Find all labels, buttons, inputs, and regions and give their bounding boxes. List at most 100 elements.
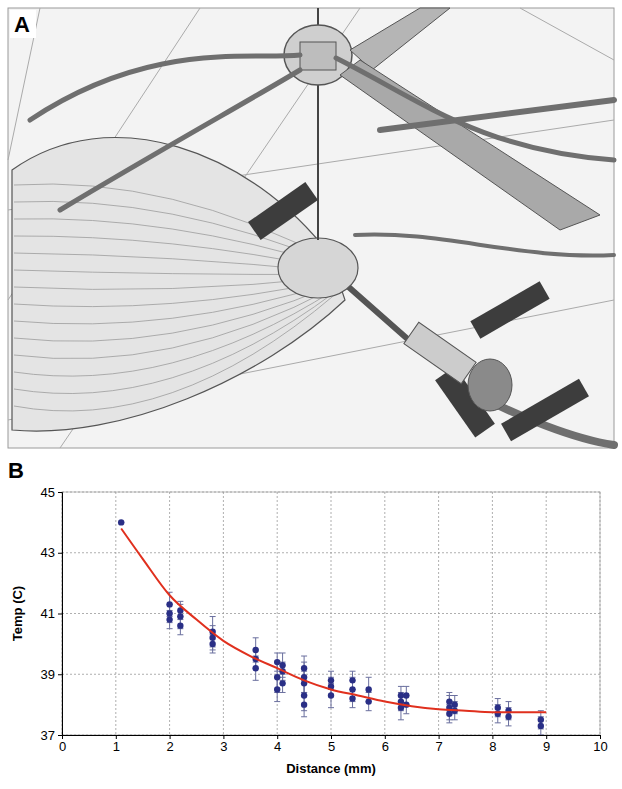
plot-area: [118, 519, 546, 735]
error-cap: [177, 601, 183, 602]
holder-block: [300, 42, 336, 70]
data-point: [274, 674, 280, 680]
data-point: [446, 711, 452, 717]
table-line: [520, 8, 614, 60]
error-cap: [210, 616, 216, 617]
tape: [470, 281, 549, 338]
error-cap: [452, 695, 458, 696]
panel-b: B0123456789103739414345Distance (mm)Temp…: [8, 458, 608, 776]
grid-line: [62, 492, 600, 493]
holder-arm: [350, 8, 450, 70]
data-point: [328, 692, 334, 698]
tick: 39: [41, 667, 62, 682]
error-cap: [403, 686, 409, 687]
error-cap: [538, 710, 544, 711]
tick-mark: [58, 492, 62, 493]
tick-label: 1: [113, 739, 120, 754]
error-cap: [446, 695, 452, 696]
tick-label: 41: [41, 606, 55, 621]
tick-label: 45: [41, 485, 55, 500]
data-point: [274, 686, 280, 692]
grid-line: [277, 492, 278, 735]
error-cap: [301, 662, 307, 663]
tick: 2: [166, 735, 173, 754]
data-point: [538, 723, 544, 729]
error-cap: [328, 707, 334, 708]
error-cap: [177, 634, 183, 635]
data-point: [349, 686, 355, 692]
tick-mark: [58, 674, 62, 675]
tape: [248, 182, 318, 240]
data-point: [403, 692, 409, 698]
tick: 10: [593, 735, 607, 754]
tick-label: 37: [41, 728, 55, 743]
error-cap: [210, 652, 216, 653]
data-point: [252, 665, 258, 671]
label-patch: [10, 10, 36, 38]
tick: 4: [274, 735, 281, 754]
grid-line: [384, 492, 385, 735]
tick-label: 43: [41, 545, 55, 560]
error-cap: [366, 677, 372, 678]
error-cap: [495, 722, 501, 723]
data-point: [365, 686, 371, 692]
error-cap: [274, 652, 280, 653]
data-point: [252, 647, 258, 653]
holder-arm: [340, 60, 600, 230]
panel-a-ground: [8, 8, 614, 448]
tick-label: 9: [543, 739, 550, 754]
error-cap: [506, 701, 512, 702]
error-cap: [328, 671, 334, 672]
error-cap: [506, 725, 512, 726]
panel-label: A: [14, 12, 30, 37]
axis-line: [58, 493, 63, 736]
error-cap: [398, 686, 404, 687]
data-point: [452, 701, 458, 707]
error-cap: [280, 652, 286, 653]
error-cap: [301, 656, 307, 657]
muscle-fibre: [14, 292, 335, 394]
error-cap: [366, 710, 372, 711]
tick-label: 2: [166, 739, 173, 754]
tick: 5: [328, 735, 335, 754]
data-point: [166, 616, 172, 622]
table-line: [8, 8, 40, 160]
data-point: [279, 662, 285, 668]
error-cap: [403, 713, 409, 714]
data-point: [349, 695, 355, 701]
data-point: [301, 692, 307, 698]
cable: [336, 58, 614, 160]
tick-label: 4: [274, 739, 281, 754]
tick: 9: [543, 735, 550, 754]
data-point: [118, 519, 124, 525]
error-cap: [446, 692, 452, 693]
muscle-fibre: [14, 287, 335, 359]
figure: AB0123456789103739414345Distance (mm)Tem…: [0, 0, 622, 789]
tick: 41: [41, 606, 62, 621]
muscle-fibre: [14, 290, 335, 377]
cable: [355, 234, 614, 255]
error-cap: [253, 680, 259, 681]
plot-frame: [62, 492, 600, 735]
error-cap: [301, 716, 307, 717]
error-cap: [452, 719, 458, 720]
data-point: [209, 641, 215, 647]
tick-label: 0: [59, 739, 66, 754]
cable: [380, 100, 614, 130]
data-point: [538, 717, 544, 723]
y-axis-title: Temp (C): [10, 586, 25, 641]
data-point: [274, 659, 280, 665]
cable: [60, 70, 300, 210]
error-cap: [167, 628, 173, 629]
error-cap: [446, 722, 452, 723]
y-axis: 37 39 41 43 45: [41, 485, 63, 743]
data-point: [349, 677, 355, 683]
data-point: [177, 622, 183, 628]
error-cap: [280, 692, 286, 693]
tick-label: 7: [435, 739, 442, 754]
muscle-fibre: [14, 295, 335, 411]
error-cap: [350, 671, 356, 672]
tick-mark: [58, 553, 62, 554]
error-cap: [350, 707, 356, 708]
tick: 8: [489, 735, 496, 754]
